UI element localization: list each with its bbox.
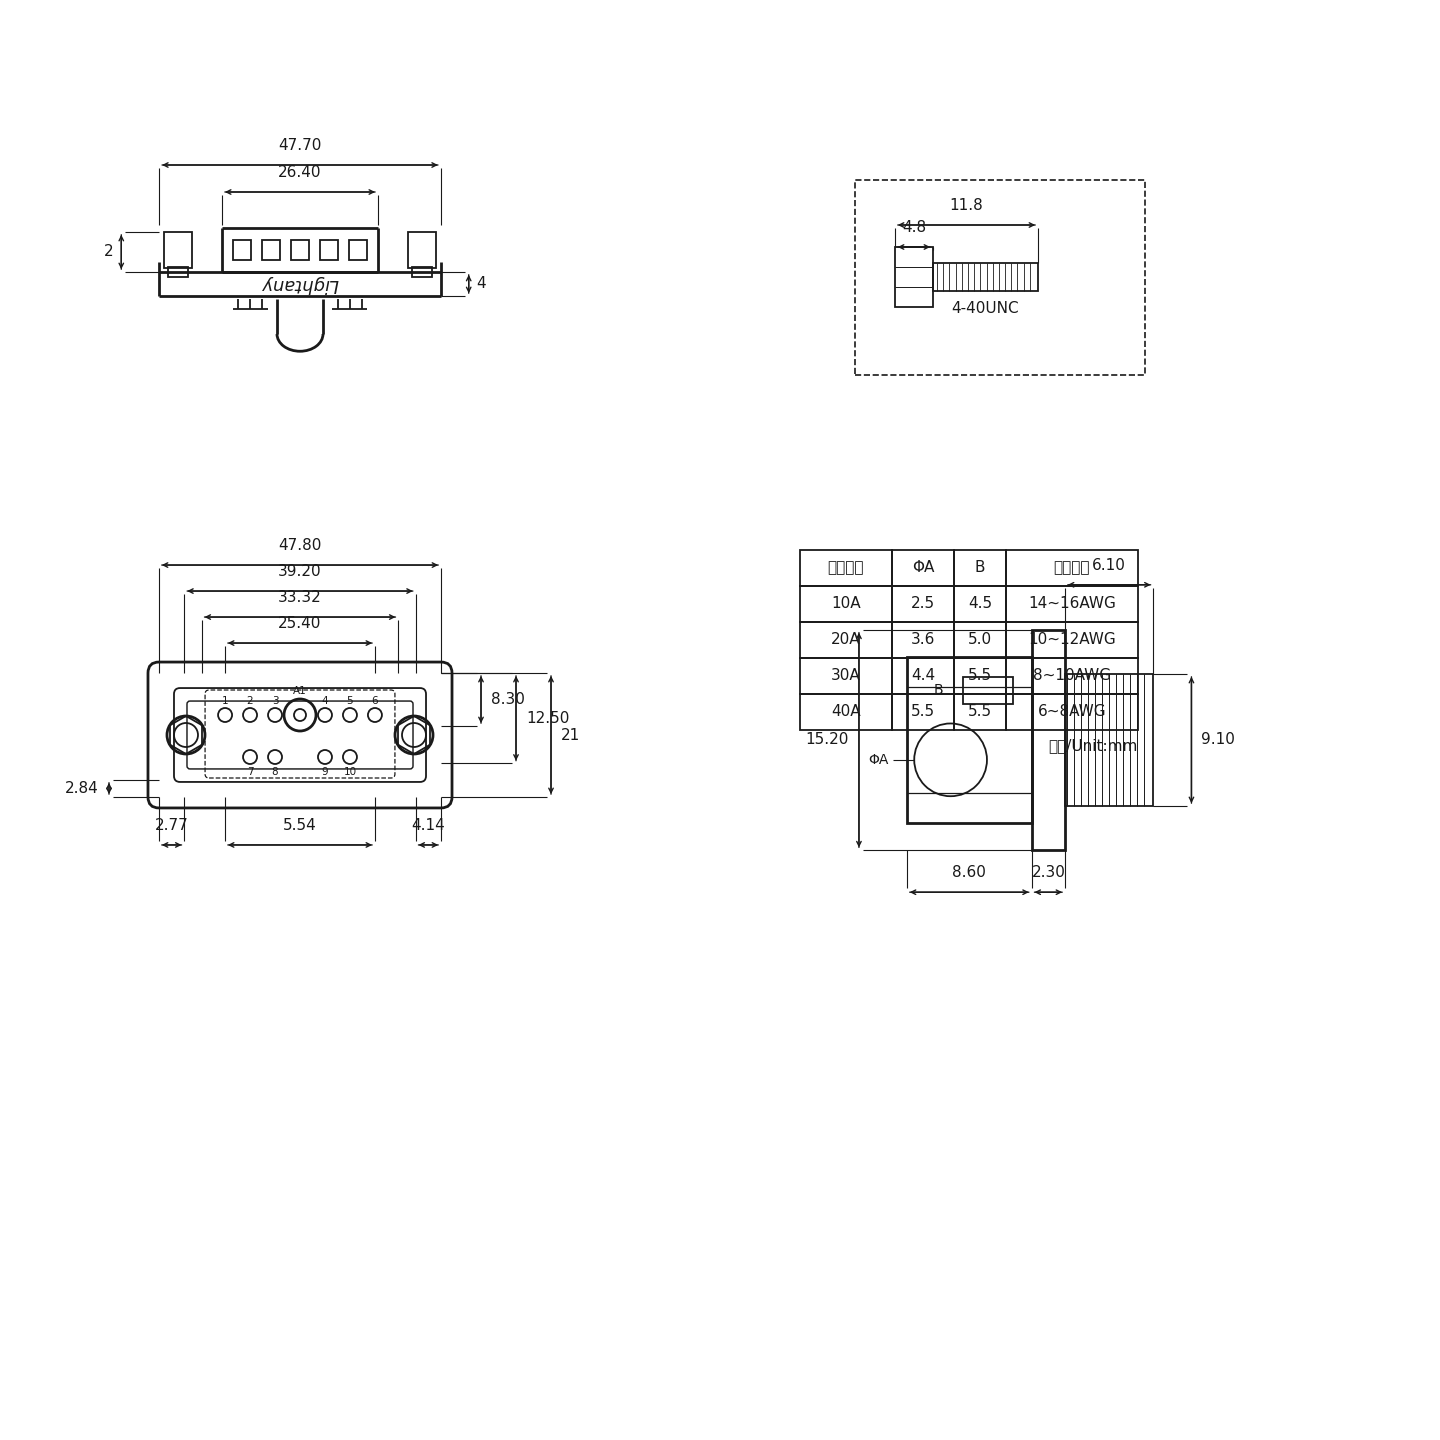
Text: 6: 6 [372, 696, 379, 706]
Text: 4: 4 [477, 276, 487, 291]
Bar [801, 622, 891, 658]
Text: 2.77: 2.77 [156, 818, 189, 832]
Bar [891, 622, 953, 658]
Bar [1007, 658, 1138, 694]
Text: 8.60: 8.60 [952, 865, 986, 880]
Bar [801, 694, 891, 730]
Text: 21: 21 [562, 727, 580, 743]
Bar [291, 240, 310, 261]
Bar [262, 240, 279, 261]
Text: 39.20: 39.20 [278, 564, 321, 579]
Bar [233, 240, 251, 261]
Text: 6~8AWG: 6~8AWG [1038, 704, 1106, 720]
Bar [953, 622, 1007, 658]
Bar [1066, 674, 1153, 806]
Text: Lightany: Lightany [261, 275, 338, 292]
Bar [953, 694, 1007, 730]
Bar [1031, 629, 1066, 850]
Text: B: B [933, 684, 943, 697]
Bar [891, 586, 953, 622]
Text: 47.80: 47.80 [278, 539, 321, 553]
Text: 33.32: 33.32 [278, 590, 323, 605]
Bar [963, 677, 1012, 704]
Bar [1007, 694, 1138, 730]
Text: 3.6: 3.6 [912, 632, 935, 648]
Bar [164, 232, 193, 268]
Bar [891, 550, 953, 586]
Text: 10A: 10A [831, 596, 861, 612]
Bar [907, 657, 1031, 822]
Text: 4.4: 4.4 [912, 668, 935, 684]
Text: 4-40UNC: 4-40UNC [952, 301, 1020, 315]
Text: 11.8: 11.8 [949, 197, 984, 213]
Text: 2: 2 [104, 245, 114, 259]
Text: B: B [975, 560, 985, 576]
Text: 25.40: 25.40 [278, 616, 321, 631]
Bar [891, 694, 953, 730]
Text: 8~10AWG: 8~10AWG [1032, 668, 1112, 684]
Text: 线材规格: 线材规格 [1054, 560, 1090, 576]
Text: 2.5: 2.5 [912, 596, 935, 612]
Text: 4.5: 4.5 [968, 596, 992, 612]
Text: 额定电流: 额定电流 [828, 560, 864, 576]
Text: 1: 1 [222, 696, 229, 706]
Text: 5.5: 5.5 [968, 668, 992, 684]
Text: 单位/Unit:mm: 单位/Unit:mm [1048, 737, 1138, 753]
Bar [320, 240, 338, 261]
Text: 4.14: 4.14 [412, 818, 445, 832]
Text: 5.54: 5.54 [284, 818, 317, 832]
Bar [801, 658, 891, 694]
Text: 3: 3 [272, 696, 278, 706]
Bar [412, 266, 432, 276]
Text: 7: 7 [246, 768, 253, 778]
Bar [168, 266, 189, 276]
Text: 40A: 40A [831, 704, 861, 720]
Text: 8.30: 8.30 [491, 693, 526, 707]
Text: 5: 5 [347, 696, 353, 706]
Bar [953, 550, 1007, 586]
Bar [933, 264, 1038, 291]
Text: 4.8: 4.8 [901, 220, 926, 235]
Bar [1007, 622, 1138, 658]
Bar [1007, 550, 1138, 586]
Text: 4: 4 [321, 696, 328, 706]
Text: ΦA: ΦA [868, 753, 888, 768]
Bar [408, 232, 436, 268]
Bar [348, 240, 367, 261]
Text: ΦA: ΦA [912, 560, 935, 576]
Text: 10: 10 [343, 768, 357, 778]
Text: 5.5: 5.5 [912, 704, 935, 720]
Bar [1007, 586, 1138, 622]
Text: 26.40: 26.40 [278, 166, 321, 180]
Text: 8: 8 [272, 768, 278, 778]
Text: 9: 9 [321, 768, 328, 778]
Text: 2.84: 2.84 [65, 780, 99, 796]
Text: 5.5: 5.5 [968, 704, 992, 720]
Text: 6.10: 6.10 [1093, 557, 1126, 573]
Text: 9.10: 9.10 [1201, 733, 1236, 747]
Text: 14~16AWG: 14~16AWG [1028, 596, 1116, 612]
Bar [896, 248, 933, 307]
Text: 47.70: 47.70 [278, 138, 321, 153]
Bar [891, 658, 953, 694]
Text: 15.20: 15.20 [805, 733, 850, 747]
Text: 5.0: 5.0 [968, 632, 992, 648]
Bar [953, 586, 1007, 622]
Text: 30A: 30A [831, 668, 861, 684]
Text: 2: 2 [246, 696, 253, 706]
Text: 20A: 20A [831, 632, 861, 648]
Bar [855, 180, 1145, 374]
Text: 2.30: 2.30 [1031, 865, 1066, 880]
Bar [801, 550, 891, 586]
Text: 12.50: 12.50 [526, 711, 569, 726]
Bar [801, 586, 891, 622]
Text: 10~12AWG: 10~12AWG [1028, 632, 1116, 648]
Bar [953, 658, 1007, 694]
Text: A1: A1 [294, 685, 307, 696]
